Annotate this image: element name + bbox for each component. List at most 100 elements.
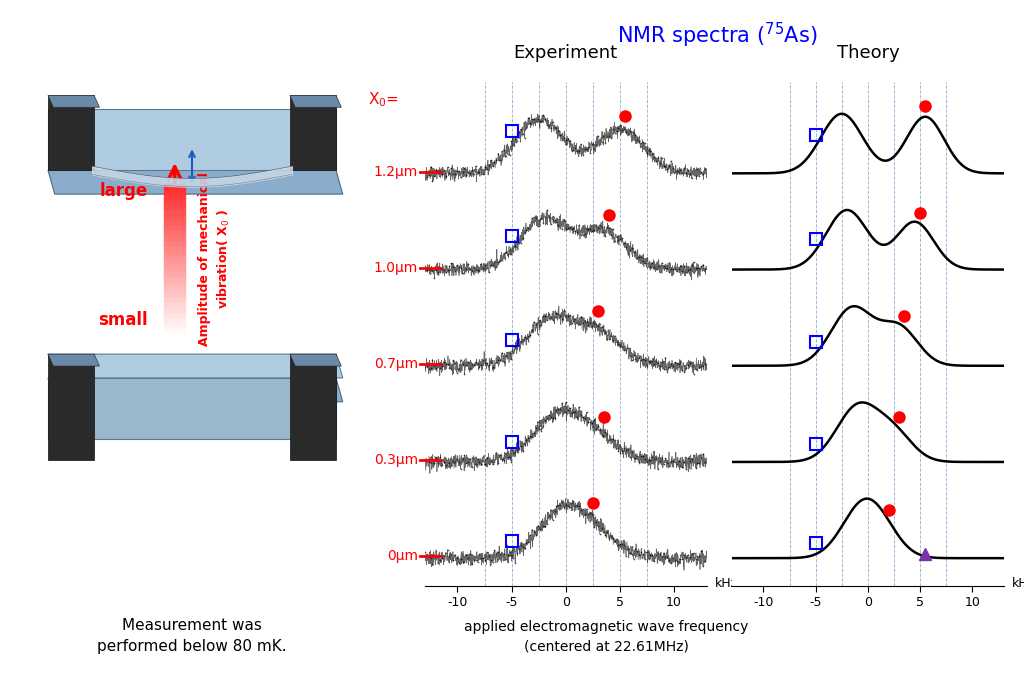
Point [567, 406, 584, 417]
Point [644, 355, 660, 366]
Point [588, 139, 604, 150]
Point [653, 551, 670, 562]
Point [595, 325, 611, 336]
Point [622, 125, 638, 136]
Point [593, 321, 609, 332]
Point [479, 163, 496, 174]
Point [603, 530, 620, 541]
Point [650, 548, 667, 558]
Point [614, 539, 631, 550]
Point [552, 403, 568, 414]
Point [676, 366, 692, 377]
Point [518, 537, 535, 548]
Point [590, 222, 606, 233]
Point [537, 114, 553, 125]
Point [511, 543, 527, 554]
Point [667, 263, 683, 274]
Point [435, 264, 452, 275]
Point [502, 546, 518, 557]
Point [534, 516, 550, 527]
Point [655, 160, 672, 171]
Point [567, 501, 584, 511]
Point [651, 267, 668, 278]
Point [516, 332, 532, 343]
Point [480, 550, 497, 561]
Point [417, 546, 433, 557]
Point [556, 305, 572, 316]
Point [665, 361, 681, 372]
Point [460, 552, 476, 563]
Polygon shape [48, 95, 99, 108]
Point [565, 407, 582, 417]
Point [490, 355, 507, 366]
Point [592, 425, 608, 436]
Point [582, 507, 598, 518]
Point [458, 169, 474, 180]
Point [419, 361, 435, 372]
Point [685, 257, 701, 268]
Point [509, 338, 525, 349]
Point [460, 167, 476, 178]
Point [642, 146, 658, 157]
Point [443, 364, 460, 375]
Point [614, 445, 631, 456]
Point [516, 439, 532, 449]
Point [531, 424, 548, 435]
Point [595, 226, 611, 237]
Point [678, 464, 694, 475]
Point [590, 521, 606, 532]
Point [657, 263, 674, 274]
Point [520, 331, 537, 342]
Point [473, 553, 489, 564]
Point [570, 500, 587, 511]
Point [684, 548, 700, 559]
Point [579, 407, 595, 418]
Point [496, 144, 512, 155]
Point [696, 163, 713, 174]
Point [610, 235, 627, 246]
Point [635, 137, 651, 148]
Point [482, 456, 499, 467]
Point [631, 456, 647, 467]
Point [574, 229, 591, 240]
Point [593, 523, 609, 534]
Point [648, 550, 665, 560]
Point [554, 223, 570, 234]
Point [505, 245, 521, 256]
Point [586, 144, 602, 155]
Point [547, 121, 563, 132]
Point [563, 317, 580, 328]
Point [494, 454, 510, 464]
Point [579, 504, 595, 515]
Point [674, 462, 690, 473]
Point [626, 452, 642, 463]
Point [536, 421, 552, 432]
Point [673, 357, 689, 368]
Point [441, 167, 458, 178]
Point [536, 218, 552, 229]
Point [572, 505, 589, 516]
Point [451, 557, 467, 568]
Point [579, 144, 595, 155]
Text: 0.3μm: 0.3μm [374, 453, 418, 467]
Point [449, 165, 465, 176]
Point [502, 150, 518, 161]
Point [626, 127, 642, 138]
Point [696, 555, 713, 566]
Text: applied electromagnetic wave frequency
(centered at 22.61MHz): applied electromagnetic wave frequency (… [464, 620, 749, 654]
Point [490, 148, 507, 159]
Point [633, 251, 649, 262]
Point [671, 557, 687, 568]
Point [606, 331, 623, 342]
Point [458, 264, 474, 274]
Point [696, 359, 713, 370]
Point [622, 350, 638, 361]
Point [559, 311, 575, 322]
Point [541, 212, 557, 223]
Point [696, 457, 713, 468]
Polygon shape [48, 109, 336, 170]
Point [569, 146, 586, 157]
Point [572, 229, 589, 240]
Point [509, 445, 525, 456]
Polygon shape [48, 354, 94, 460]
